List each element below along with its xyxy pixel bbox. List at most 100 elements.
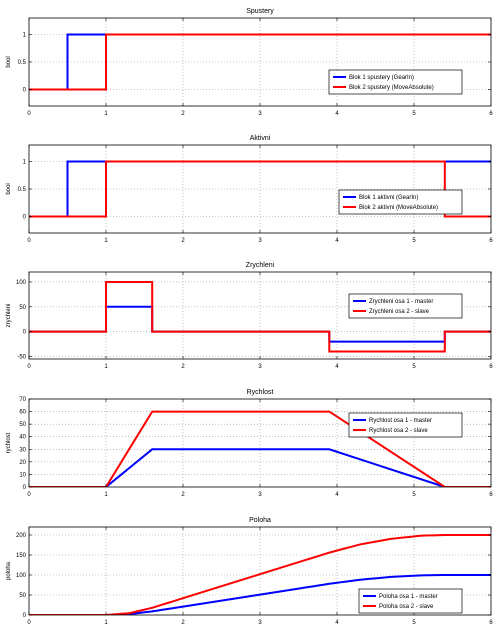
y-tick-label: 0 [23,485,27,491]
x-tick-label: 0 [27,620,31,625]
x-tick-label: 1 [104,364,108,370]
legend: Rychlost osa 1 - master Rychlost osa 2 - … [348,412,463,438]
x-tick-label: 0 [27,238,31,244]
y-tick-label: 10 [19,472,26,478]
x-tick-label: 4 [335,238,339,244]
legend: Poloha osa 1 - master Poloha osa 2 - slav… [358,588,463,614]
legend-label-1: Rychlost osa 1 - master [369,418,432,424]
legend-label-1: Zrychleni osa 1 - master [369,299,433,305]
legend-box [348,412,463,438]
x-tick-label: 4 [335,111,339,117]
legend-label-2: Poloha osa 2 - slave [379,604,434,610]
x-tick-label: 6 [489,492,493,498]
y-tick-label: -50 [17,355,26,361]
chart-panel-1: Spustery 0 1 2 3 4 5 6 0 0.5 1 bool Blok 1 spustery … [6,8,493,117]
chart-title: Rychlost [247,389,274,396]
x-tick-label: 2 [181,364,185,370]
y-tick-label: 1 [23,160,27,166]
y-tick-label: 0 [23,613,27,619]
x-tick-label: 2 [181,620,185,625]
x-tick-label: 0 [27,364,31,370]
y-tick-label: 0 [23,330,27,336]
x-tick-label: 3 [258,492,262,498]
x-tick-label: 5 [412,111,416,117]
legend-box [358,588,463,614]
chart-title: Poloha [249,517,271,524]
legend: Blok 1 aktivni (GearIn) Blok 2 aktivni (M… [338,189,463,215]
series-line-1 [29,448,491,487]
legend: Blok 1 spustery (GearIn) Blok 2 spustery … [328,69,463,95]
y-tick-label: 0.5 [18,60,27,66]
x-tick-label: 1 [104,492,108,498]
y-axis-label: zrychleni [6,304,12,328]
chart-title: Aktivni [250,135,271,142]
x-tick-label: 1 [104,238,108,244]
x-tick-label: 3 [258,364,262,370]
legend-box [328,69,463,95]
y-tick-label: 0 [23,215,27,221]
chart-panel-2: Aktivni 0 1 2 3 4 5 6 0 0.5 1 bool Blok 1 aktivni (G… [6,135,493,244]
x-tick-label: 3 [258,620,262,625]
x-tick-label: 4 [335,620,339,625]
y-axis-label: bool [6,183,12,194]
x-tick-label: 5 [412,492,416,498]
y-tick-label: 100 [16,573,27,579]
y-tick-label: 100 [16,280,27,286]
series-line-2 [29,534,491,615]
y-tick-label: 1 [23,33,27,39]
y-tick-label: 150 [16,553,27,559]
x-tick-label: 5 [412,620,416,625]
legend-label-1: Blok 1 spustery (GearIn) [349,75,414,81]
y-tick-label: 70 [19,397,26,403]
grid [29,145,491,233]
series-line-1 [29,574,491,615]
legend-label-2: Zrychleni osa 2 - slave [369,309,430,315]
legend-label-2: Blok 2 aktivni (MoveAbsolute) [359,205,438,211]
x-tick-label: 4 [335,492,339,498]
legend-label-2: Blok 2 spustery (MoveAbsolute) [349,85,434,91]
y-tick-label: 0 [23,88,27,94]
x-tick-label: 4 [335,364,339,370]
legend-label-1: Poloha osa 1 - master [379,594,438,600]
y-tick-label: 50 [19,305,26,311]
x-tick-label: 1 [104,620,108,625]
x-tick-label: 2 [181,111,185,117]
y-tick-label: 30 [19,447,26,453]
x-tick-label: 0 [27,111,31,117]
x-tick-label: 6 [489,620,493,625]
y-tick-label: 50 [19,593,26,599]
y-tick-label: 40 [19,435,26,441]
y-tick-label: 50 [19,422,26,428]
x-tick-label: 2 [181,492,185,498]
legend-label-1: Blok 1 aktivni (GearIn) [359,195,418,201]
x-tick-label: 1 [104,111,108,117]
series-line-2 [29,160,491,218]
x-tick-label: 6 [489,238,493,244]
x-tick-label: 2 [181,238,185,244]
series-line-2 [29,410,491,487]
legend-box [338,189,463,215]
x-tick-label: 5 [412,364,416,370]
x-tick-label: 3 [258,238,262,244]
y-tick-label: 0.5 [18,187,27,193]
y-tick-label: 200 [16,533,27,539]
y-tick-label: 60 [19,410,26,416]
chart-title: Spustery [246,8,274,15]
x-tick-label: 5 [412,238,416,244]
legend-box [348,293,463,319]
x-tick-label: 3 [258,111,262,117]
x-tick-label: 0 [27,492,31,498]
x-tick-label: 6 [489,111,493,117]
y-axis-label: bool [6,56,12,67]
series-line-2 [29,33,491,91]
series-line-2 [29,280,491,353]
y-tick-label: 20 [19,460,26,466]
y-axis-label: rychlost [6,432,12,453]
chart-panel-5: Poloha 0 1 2 3 4 5 6 0 50 100 150 200 poloha Poloha os… [6,517,493,625]
chart-title: Zrychleni [246,262,275,269]
legend-label-2: Rychlost osa 2 - slave [369,428,428,434]
y-axis-label: poloha [6,561,12,580]
